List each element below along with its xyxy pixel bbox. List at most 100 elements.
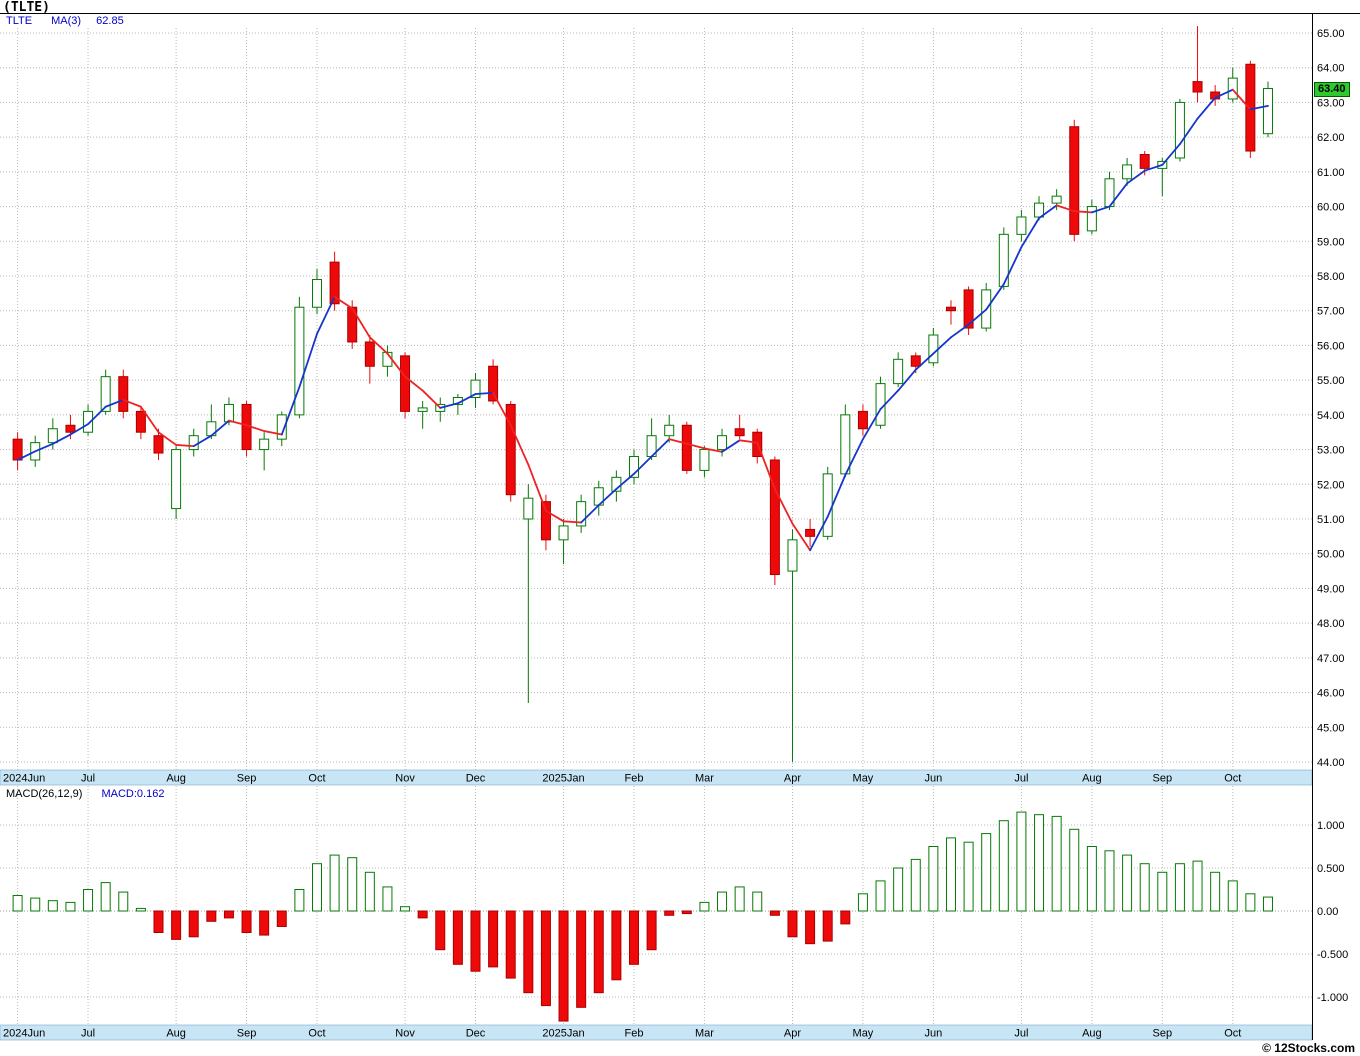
ma-line-segment — [738, 439, 759, 444]
macd-bar — [646, 910, 657, 951]
candle-body-down — [135, 410, 146, 433]
month-label-top: Nov — [395, 773, 415, 785]
xaxis-band-bottom — [0, 1024, 1313, 1041]
ma-line-segment — [474, 391, 495, 395]
macd-bar — [206, 910, 217, 922]
ma-line-segment — [1108, 182, 1128, 208]
macd-bar — [329, 854, 340, 912]
macd-bar — [1174, 863, 1185, 912]
candle-body-down — [681, 424, 692, 471]
month-label-bottom: Jul — [81, 1028, 95, 1040]
macd-bar — [857, 893, 868, 912]
macd-bar — [153, 910, 164, 933]
macd-bar — [699, 901, 710, 912]
macd-bar — [294, 889, 305, 912]
macd-value-label: MACD:0.162 — [101, 788, 165, 800]
month-label-top: 2025Jan — [542, 773, 584, 785]
candle-body-up — [576, 501, 587, 527]
macd-bar — [893, 867, 904, 912]
month-label-top: May — [853, 773, 874, 785]
macd-bar — [188, 910, 199, 938]
macd-bar — [875, 880, 886, 912]
candle-body-down — [963, 289, 974, 329]
ma-line-segment — [1143, 164, 1164, 172]
price-tick-label: 53.00 — [1317, 445, 1345, 457]
macd-tick-label: -0.500 — [1317, 949, 1348, 961]
candle-body-up — [1051, 195, 1062, 204]
price-tick-label: 52.00 — [1317, 479, 1345, 491]
ma-line-segment — [597, 488, 618, 507]
month-label-bottom: Oct — [308, 1028, 325, 1040]
ma-line-segment — [69, 423, 89, 436]
ma-line-segment — [668, 438, 688, 445]
legend-ma-label: MA(3) — [51, 15, 82, 27]
macd-bar — [1245, 893, 1256, 912]
ma-line-segment — [650, 438, 671, 458]
ma-line-segment — [263, 430, 283, 436]
ma-line-segment — [34, 442, 54, 453]
price-tick-label: 58.00 — [1317, 271, 1345, 283]
macd-bar — [488, 910, 499, 968]
ma-line-segment — [157, 431, 178, 446]
macd-bar — [417, 910, 428, 919]
macd-bar — [752, 891, 763, 912]
macd-bar — [12, 895, 23, 912]
ma-line-segment — [756, 441, 776, 490]
legend-ma-value: 62.85 — [96, 15, 124, 27]
ma-line-segment — [316, 295, 336, 335]
ma-line-segment — [210, 419, 230, 437]
macd-bar — [505, 910, 516, 979]
candle-body-down — [945, 306, 956, 312]
macd-bar — [998, 820, 1009, 912]
month-label-top: Sep — [237, 773, 257, 785]
candle-body-up — [276, 414, 287, 440]
candle-body-up — [294, 306, 305, 416]
macd-bar — [611, 910, 622, 981]
price-tick-label: 62.00 — [1317, 132, 1345, 144]
ma-line-segment — [615, 472, 635, 490]
legend-symbol: TLTE — [6, 15, 33, 27]
month-label-top: Aug — [166, 773, 186, 785]
month-label-bottom: Mar — [695, 1028, 714, 1040]
month-label-top: Apr — [784, 773, 801, 785]
candle-body-down — [347, 306, 358, 343]
candle-body-down — [329, 261, 340, 305]
page-title: (TLTE) — [3, 0, 50, 15]
macd-bar — [840, 910, 851, 925]
month-label-top: 2024Jun — [3, 773, 45, 785]
macd-tick-label: 0.00 — [1317, 906, 1338, 918]
macd-bar — [805, 910, 816, 945]
ma-line-segment — [175, 444, 195, 448]
macd-bar — [259, 910, 270, 936]
ma-line-segment — [950, 323, 970, 339]
candle-body-up — [717, 435, 728, 451]
ma-line-segment — [333, 295, 354, 310]
candle-body-down — [505, 403, 516, 496]
candle-body-up — [47, 428, 58, 444]
ma-line-segment — [404, 375, 424, 392]
macd-bar — [1104, 850, 1115, 912]
price-tick-label: 50.00 — [1317, 549, 1345, 561]
macd-bar — [311, 863, 322, 912]
ma-line-segment — [386, 352, 406, 378]
macd-bar — [364, 871, 375, 912]
month-label-bottom: Nov — [395, 1028, 415, 1040]
candle-body-up — [1086, 206, 1097, 232]
candle-body-down — [118, 376, 129, 412]
macd-bar — [1122, 854, 1133, 912]
ma-line-segment — [545, 509, 565, 523]
macd-bar — [558, 910, 569, 1022]
price-tick-label: 64.00 — [1317, 63, 1345, 75]
ma-line-segment — [1073, 210, 1093, 214]
macd-bar — [945, 837, 956, 912]
macd-bar — [1210, 871, 1221, 912]
ma-line-segment — [139, 405, 160, 434]
macd-bar — [241, 910, 252, 933]
price-tick-label: 47.00 — [1317, 653, 1345, 665]
macd-bar — [963, 841, 974, 912]
candle-body-down — [910, 355, 921, 367]
macd-bar — [928, 846, 939, 912]
ma-line-segment — [1002, 246, 1023, 286]
candle-body-up — [558, 525, 569, 541]
macd-bar — [593, 910, 604, 994]
